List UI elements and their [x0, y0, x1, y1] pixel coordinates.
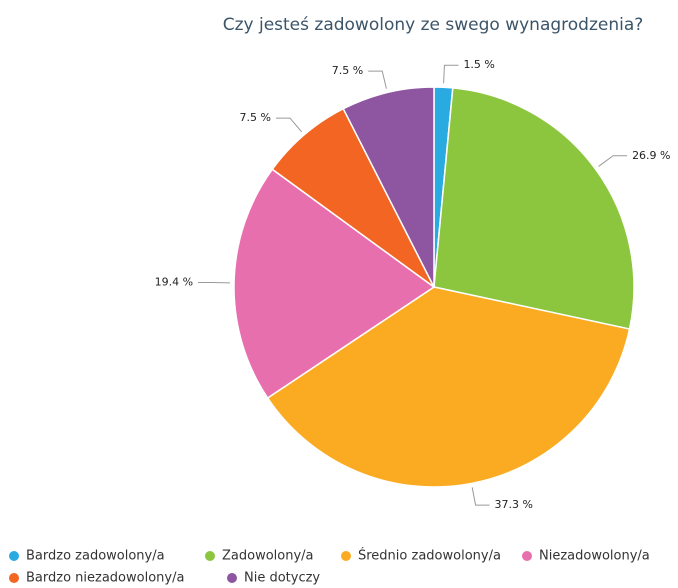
legend-label: Bardzo niezadowolony/a	[26, 571, 184, 586]
data-label: 7.5 %	[332, 64, 363, 77]
pie-slice	[266, 286, 631, 488]
chart-title: Czy jesteś zadowolony ze swego wynagrodz…	[223, 15, 644, 35]
data-label: 26.9 %	[632, 149, 670, 162]
legend-label: Bardzo zadowolony/a	[26, 549, 165, 564]
data-label: 19.4 %	[155, 275, 193, 288]
leader-line	[368, 70, 387, 89]
legend-marker	[9, 551, 19, 561]
legend-label: Zadowolony/a	[222, 549, 314, 564]
legend-label: Nie dotyczy	[244, 571, 320, 586]
legend-marker	[522, 551, 532, 561]
pie-slice	[342, 86, 435, 288]
legend-marker	[341, 551, 351, 561]
leader-line	[275, 117, 303, 133]
legend-marker	[9, 573, 19, 583]
leader-line	[471, 487, 490, 506]
leader-line	[598, 155, 628, 167]
data-label: 7.5 %	[239, 111, 270, 124]
pie-slice	[433, 87, 635, 330]
data-label: 1.5 %	[463, 58, 494, 71]
leader-line	[443, 64, 459, 84]
legend-label: Średnio zadowolony/a	[358, 548, 501, 564]
legend-label: Niezadowolony/a	[539, 549, 650, 564]
pie-slice	[233, 168, 436, 400]
data-label: 37.3 %	[495, 498, 533, 511]
legend-marker	[227, 573, 237, 583]
legend-marker	[205, 551, 215, 561]
